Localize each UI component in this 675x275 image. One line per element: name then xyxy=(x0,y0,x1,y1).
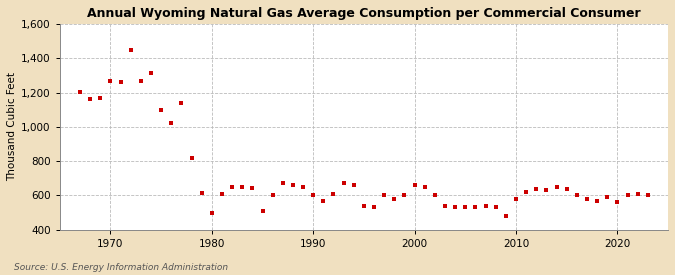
Point xyxy=(531,186,541,191)
Point xyxy=(490,205,501,210)
Point xyxy=(176,101,187,105)
Text: Source: U.S. Energy Information Administration: Source: U.S. Energy Information Administ… xyxy=(14,263,227,272)
Point xyxy=(460,205,470,210)
Point xyxy=(541,188,551,192)
Point xyxy=(85,97,96,101)
Point xyxy=(308,192,319,197)
Point xyxy=(126,47,136,52)
Point xyxy=(582,197,593,201)
Point xyxy=(348,183,359,187)
Point xyxy=(227,185,238,189)
Point xyxy=(288,183,298,187)
Point xyxy=(186,156,197,160)
Point xyxy=(622,193,633,198)
Point xyxy=(156,108,167,112)
Point xyxy=(75,89,86,94)
Point xyxy=(237,185,248,189)
Point xyxy=(115,80,126,84)
Point xyxy=(419,185,430,189)
Point xyxy=(510,197,521,201)
Point xyxy=(277,181,288,186)
Point xyxy=(592,198,603,203)
Point xyxy=(217,192,227,196)
Point xyxy=(105,78,116,83)
Point xyxy=(470,205,481,210)
Point xyxy=(520,190,531,194)
Title: Annual Wyoming Natural Gas Average Consumption per Commercial Consumer: Annual Wyoming Natural Gas Average Consu… xyxy=(87,7,641,20)
Point xyxy=(399,193,410,198)
Point xyxy=(136,78,146,83)
Point xyxy=(298,185,308,189)
Point xyxy=(572,193,583,198)
Point xyxy=(632,192,643,196)
Point xyxy=(247,186,258,190)
Point xyxy=(439,204,450,208)
Point xyxy=(480,204,491,208)
Point xyxy=(369,205,379,210)
Point xyxy=(429,193,440,198)
Point xyxy=(318,198,329,203)
Point xyxy=(358,204,369,208)
Point xyxy=(328,192,339,196)
Point xyxy=(146,71,157,75)
Point xyxy=(196,191,207,195)
Point xyxy=(643,193,653,198)
Point xyxy=(166,121,177,126)
Point xyxy=(267,193,278,198)
Point xyxy=(602,195,613,199)
Point xyxy=(257,209,268,213)
Point xyxy=(338,181,349,186)
Y-axis label: Thousand Cubic Feet: Thousand Cubic Feet xyxy=(7,72,17,181)
Point xyxy=(450,205,460,210)
Point xyxy=(379,193,389,198)
Point xyxy=(95,95,106,100)
Point xyxy=(500,214,511,218)
Point xyxy=(207,210,217,215)
Point xyxy=(389,197,400,201)
Point xyxy=(409,183,420,187)
Point xyxy=(612,200,623,205)
Point xyxy=(562,186,572,191)
Point xyxy=(551,185,562,189)
